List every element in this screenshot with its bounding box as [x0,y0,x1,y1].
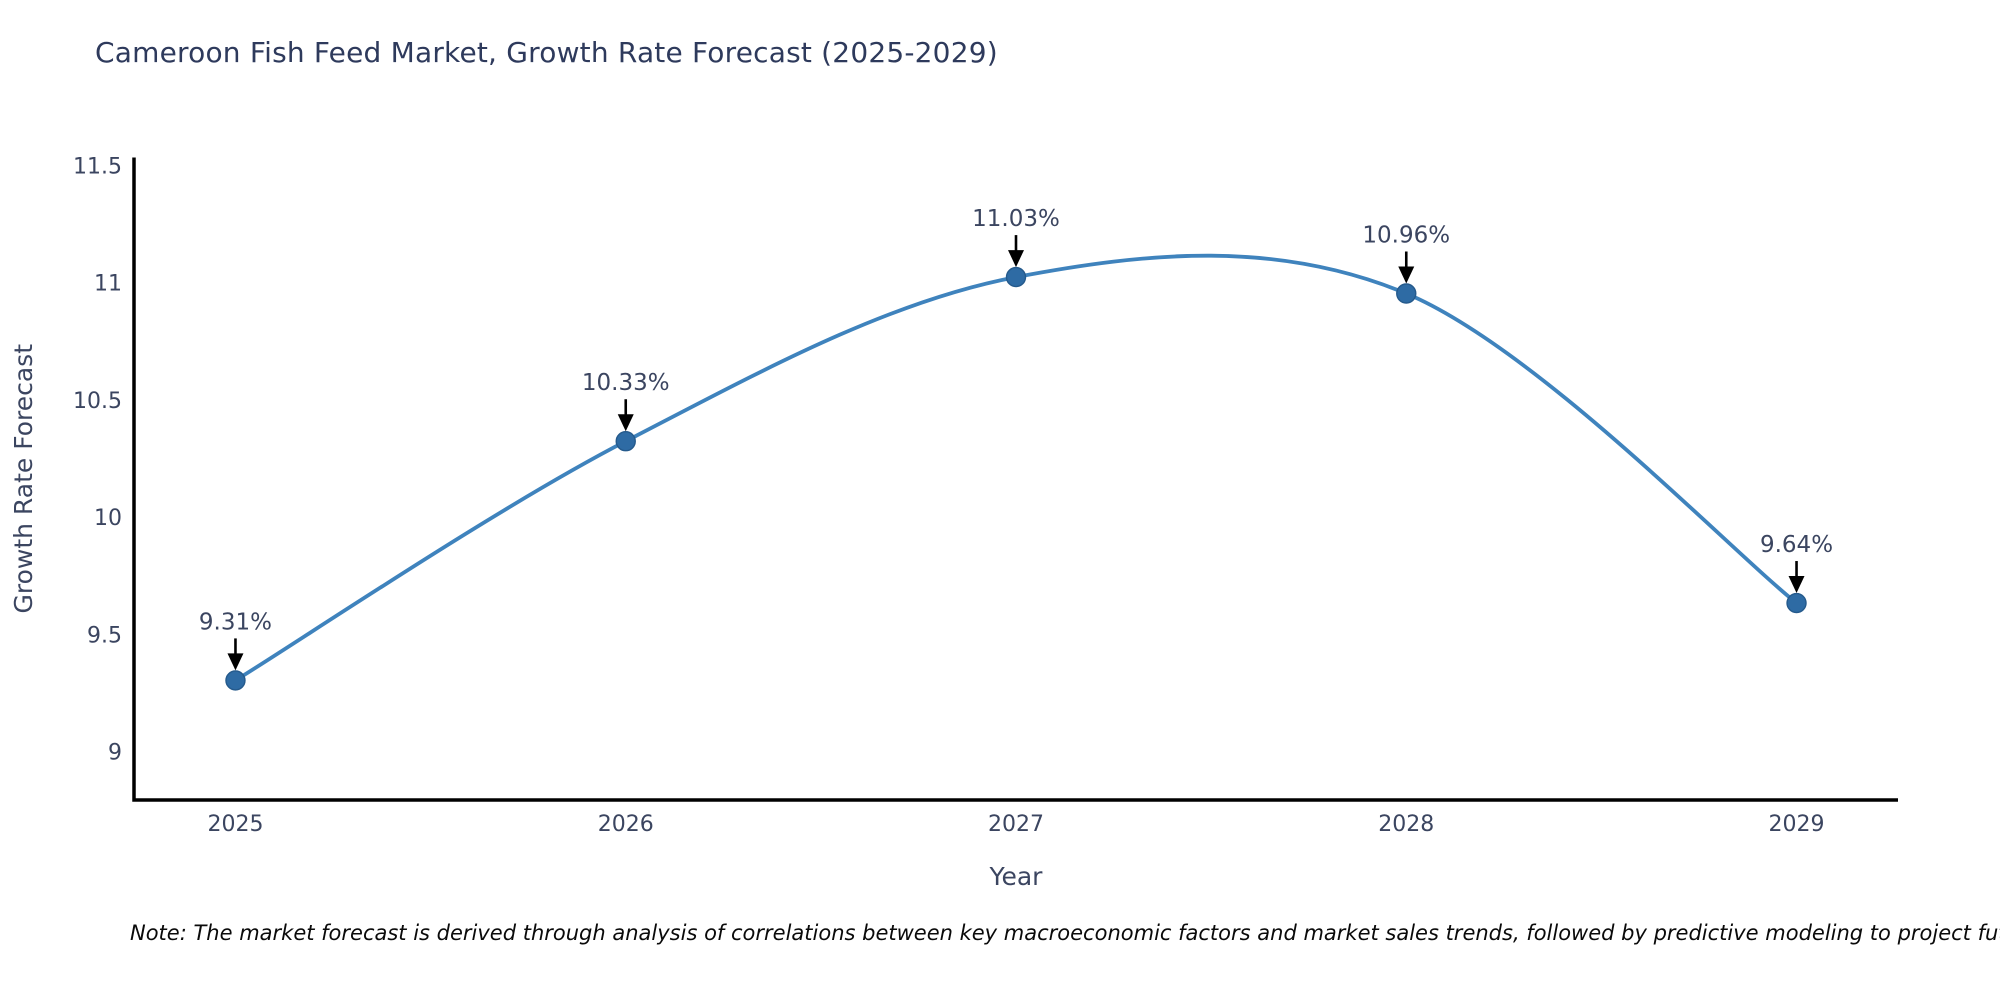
data-point-marker[interactable] [1396,283,1417,304]
forecast-line [233,253,1799,683]
data-point-label: 10.96% [1362,223,1450,249]
y-tick-label: 10 [94,506,122,531]
data-point-label: 9.31% [199,609,272,635]
y-tick-label: 9 [108,741,122,766]
y-tick-label: 10.5 [73,389,122,414]
y-axis-title: Growth Rate Forecast [9,344,38,614]
y-tick-label: 11 [94,272,122,297]
y-tick-label: 11.5 [73,154,122,179]
annotation-arrow-head [1008,250,1024,268]
data-point-marker[interactable] [615,431,636,452]
axis-lines [132,157,1898,802]
footnote: Note: The market forecast is derived thr… [130,921,2000,945]
annotation-arrow-head [1788,576,1805,594]
annotation-arrow-head [227,653,244,671]
x-tick-label: 2028 [1378,812,1434,837]
data-point-label: 10.33% [582,370,670,396]
data-point-label: 11.03% [972,206,1060,232]
x-tick-label: 2027 [988,812,1044,837]
data-point-label: 9.64% [1760,532,1833,558]
x-tick-label: 2025 [207,812,263,837]
y-tick-label: 9.5 [87,623,122,648]
annotation-arrow-head [1398,266,1415,284]
x-axis-title: Year [989,862,1044,891]
x-tick-label: 2026 [598,812,654,837]
data-point-marker[interactable] [1786,592,1807,614]
chart-title: Cameroon Fish Feed Market, Growth Rate F… [95,36,998,69]
annotation-arrow-head [617,414,634,432]
data-point-marker[interactable] [225,670,246,691]
x-tick-label: 2029 [1769,812,1825,837]
data-point-marker[interactable] [1005,266,1027,288]
